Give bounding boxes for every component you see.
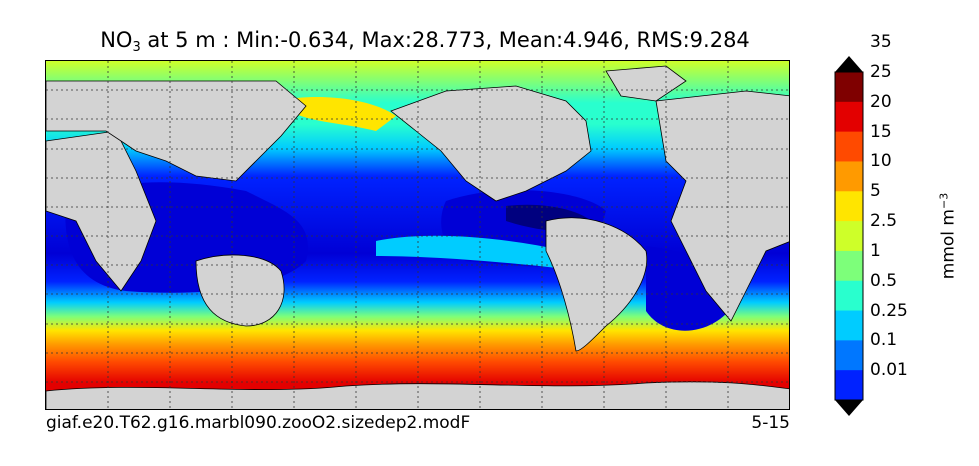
graticule [46,61,789,409]
land-south-america [545,217,648,352]
case-name-caption: giaf.e20.T62.g16.marbl090.zooO2.sizedep2… [46,413,471,433]
colorbar-tick-label: 25 [870,62,892,82]
years-caption: 5-15 [751,413,790,433]
colorbar-segment [835,221,863,252]
colorbar-segment [835,72,863,103]
colorbar-segment [835,101,863,133]
colorbar-tick-label: 20 [870,91,892,112]
colorbar-extend-max [835,56,863,72]
colorbar-units: mmol m−3 [937,192,959,280]
colorbar-segment [835,250,863,282]
colorbar-segment [835,370,863,401]
land-north-america [390,85,592,202]
colorbar-tick-label: 10 [870,151,892,172]
colorbar-segment [835,191,863,222]
colorbar-tick-label: 1 [870,240,881,261]
colorbar-extend-min [835,400,863,416]
colorbar [834,56,864,416]
land-asia [46,80,307,182]
colorbar-segment [835,161,863,192]
colorbar-tick-label: 0.1 [870,330,898,351]
colorbar-tick-label: 35 [870,32,892,53]
colorbar-tick-label: 0.25 [870,300,908,321]
oligotrophic-gyre [646,246,736,331]
colorbar-segment [835,340,863,371]
colorbar-segment [835,280,863,312]
colorbar-tick-label: 2.5 [870,211,898,232]
map-title: NO3 at 5 m : Min:-0.634, Max:28.773, Mea… [100,28,750,55]
colorbar-tick-label: 15 [870,121,892,142]
colorbar-tick-label: 0.5 [870,270,898,291]
land-europe-africa [655,90,789,322]
colorbar-outline [834,71,864,401]
colorbar-tick-label: 5 [870,181,881,202]
colorbar-segment [835,131,863,162]
colorbar-segment [835,310,863,341]
equatorial-upwelling [376,235,566,269]
colorbar-tick-label: 0.01 [870,360,908,381]
map-panel [45,60,790,410]
ocean-nitrate-map [46,61,789,409]
land-africa-eurasia-west [46,130,157,292]
land-australia [195,254,285,327]
